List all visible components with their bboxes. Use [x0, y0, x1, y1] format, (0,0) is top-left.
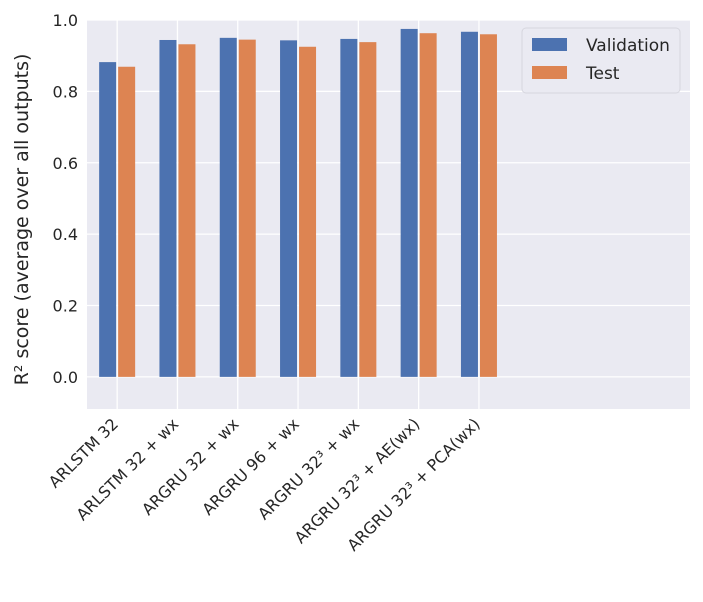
legend-label-test: Test	[585, 64, 620, 84]
x-tick-label: ARGRU 32³ + wx	[254, 414, 363, 523]
y-tick-label: 1.0	[53, 11, 78, 30]
bar-test-2	[238, 39, 256, 377]
bar-test-1	[178, 44, 196, 377]
legend-swatch-test	[532, 66, 567, 79]
x-tick-label: ARLSTM 32 + wx	[72, 414, 182, 524]
legend: Validation Test	[521, 27, 681, 94]
y-tick-label: 0.8	[53, 82, 78, 101]
bar-test-3	[299, 46, 317, 377]
bars	[99, 28, 497, 377]
legend-label-validation: Validation	[586, 36, 670, 56]
bar-validation-3	[280, 40, 298, 377]
bar-validation-0	[99, 62, 117, 377]
bar-test-4	[359, 42, 377, 377]
bar-validation-1	[159, 39, 177, 377]
bar-test-0	[118, 66, 136, 377]
bar-validation-2	[219, 37, 237, 377]
y-tick-label: 0.6	[53, 154, 78, 173]
y-tick-label: 0.0	[53, 368, 78, 387]
y-tick-labels: 0.0 0.2 0.4 0.6 0.8 1.0	[53, 11, 78, 387]
y-axis-label: R² score (average over all outputs)	[11, 54, 33, 386]
bar-test-6	[479, 34, 497, 377]
y-tick-label: 0.4	[53, 225, 78, 244]
bar-validation-6	[460, 31, 478, 377]
bar-validation-4	[340, 38, 358, 377]
bar-validation-5	[400, 28, 418, 377]
y-tick-label: 0.2	[53, 297, 78, 316]
legend-swatch-validation	[532, 38, 567, 51]
bar-test-5	[419, 33, 437, 377]
